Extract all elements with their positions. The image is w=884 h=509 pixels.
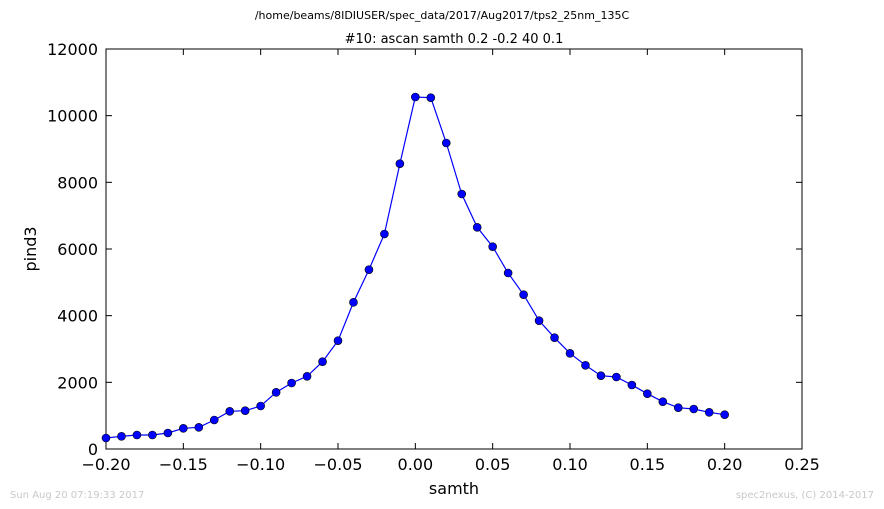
data-point [488, 242, 497, 251]
chart-suptitle: /home/beams/8IDIUSER/spec_data/2017/Aug2… [255, 9, 630, 22]
data-point [704, 408, 714, 417]
y-axis: 0 2000 4000 6000 8000 10000 12000 [47, 40, 802, 459]
data-point [240, 406, 250, 415]
y-tick-label: 4000 [57, 307, 98, 326]
data-point [209, 415, 219, 425]
x-tick-label: 0.15 [630, 455, 666, 474]
data-point [457, 189, 467, 199]
x-axis: −0.20 −0.15 −0.10 −0.05 0.00 0.05 0.10 0.15 0.20… [81, 49, 820, 474]
data-point [503, 268, 513, 278]
data-point [271, 388, 281, 397]
data-point [349, 298, 358, 307]
x-tick-label: −0.05 [313, 455, 362, 474]
data-point [426, 93, 436, 102]
x-tick-label: 0.20 [707, 455, 743, 474]
y-tick-label: 12000 [47, 40, 98, 59]
data-point [148, 430, 157, 440]
data-point [565, 349, 575, 358]
x-tick-label: 0.25 [784, 455, 820, 474]
data-point [194, 423, 204, 432]
y-tick-label: 0 [88, 440, 98, 459]
x-tick-label: 0.00 [398, 455, 434, 474]
data-point [179, 424, 188, 433]
data-point [581, 361, 590, 370]
data-point [627, 380, 637, 390]
x-tick-label: −0.15 [159, 455, 208, 474]
data-point [364, 265, 374, 274]
data-point [117, 432, 126, 441]
x-tick-label: 0.05 [475, 455, 511, 474]
x-axis-label: samth [429, 479, 479, 498]
y-tick-label: 6000 [57, 240, 98, 259]
y-tick-label: 2000 [57, 373, 98, 392]
data-point [132, 430, 142, 440]
data-point [333, 336, 343, 345]
data-point [411, 92, 420, 102]
series-pind3 [101, 92, 729, 443]
data-point [395, 159, 405, 168]
data-point [318, 357, 327, 366]
data-point [720, 410, 729, 419]
data-point [596, 371, 606, 380]
chart-title: #10: ascan samth 0.2 -0.2 40 0.1 [345, 32, 564, 47]
x-tick-label: −0.20 [81, 455, 130, 474]
data-point [612, 372, 621, 382]
data-point [225, 407, 235, 416]
x-tick-label: −0.10 [236, 455, 285, 474]
data-point [673, 403, 683, 412]
data-point [101, 433, 111, 443]
y-axis-label: pind3 [21, 226, 40, 271]
footer-credit: spec2nexus, (C) 2014-2017 [735, 490, 874, 501]
data-point [519, 290, 528, 299]
data-point [302, 372, 312, 381]
data-point [472, 223, 482, 232]
data-point [163, 428, 173, 438]
x-tick-label: 0.10 [552, 455, 588, 474]
footer-timestamp: Sun Aug 20 07:19:33 2017 [10, 490, 145, 501]
data-point [441, 138, 451, 148]
data-point [256, 401, 265, 411]
y-tick-label: 10000 [47, 107, 98, 126]
data-point [689, 404, 699, 414]
data-point [643, 389, 652, 398]
data-point [534, 316, 544, 325]
data-point [380, 229, 389, 239]
plot-area [105, 48, 803, 450]
data-point [658, 397, 668, 406]
y-tick-label: 8000 [57, 173, 98, 192]
data-point [550, 333, 559, 342]
data-point [287, 378, 296, 388]
